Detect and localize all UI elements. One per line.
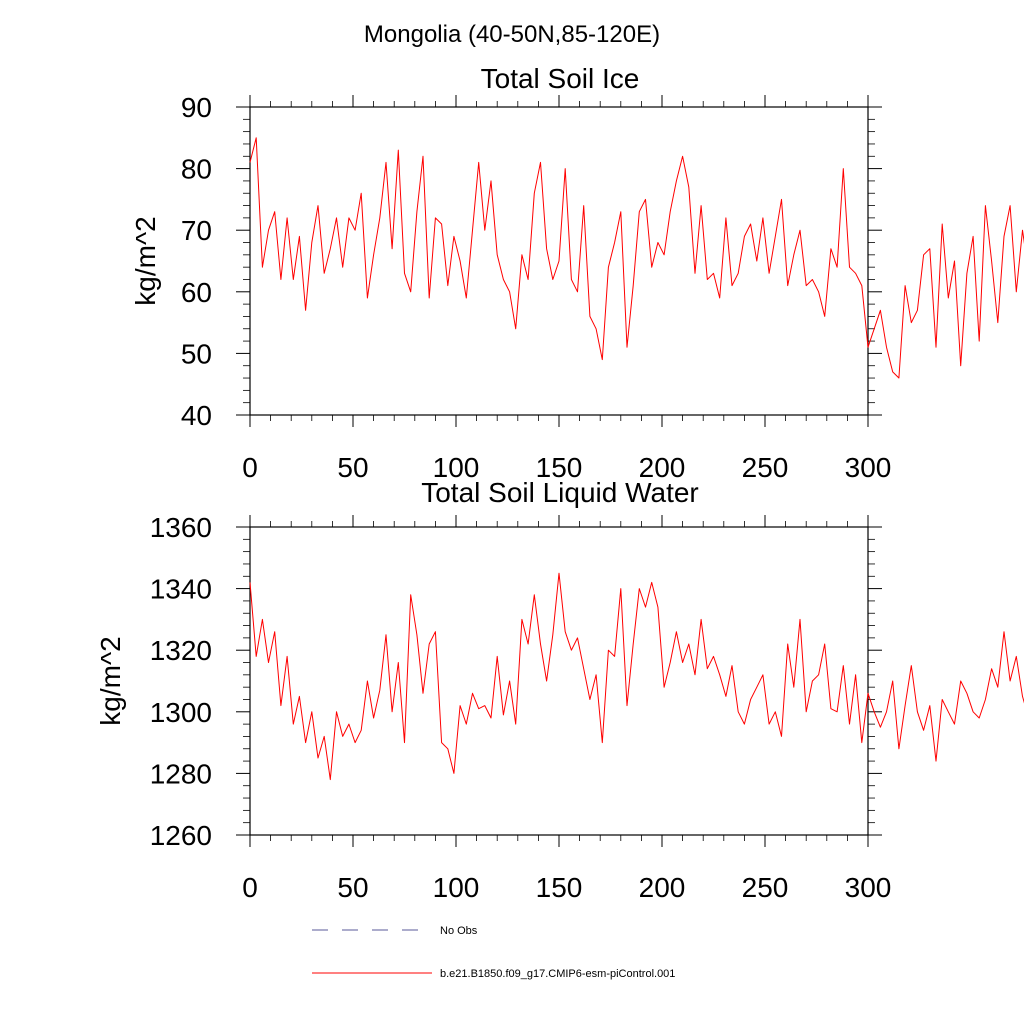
y-axis-label: kg/m^2 [95,636,126,725]
panel-title: Total Soil Ice [481,63,640,94]
x-tick-label: 50 [337,872,368,903]
series-line-0 [249,137,1024,379]
series-group [249,572,1024,781]
axis-ticks: 0 50 100 150 200 250 300 1260 1280 1300 1320 1340 13… [150,512,892,903]
x-tick-label: 150 [536,872,583,903]
panel-total-soil-ice: Total Soil Ice kg/m^2 0 50 100 150 200 250 300… [130,63,1024,483]
figure-title: Mongolia (40-50N,85-120E) [364,21,660,48]
y-tick-label: 1260 [150,820,212,851]
y-tick-label: 1340 [150,574,212,605]
y-tick-label: 1280 [150,758,212,789]
y-tick-label: 90 [181,92,212,123]
x-tick-label: 200 [639,872,686,903]
axis-ticks: 0 50 100 150 200 250 300 40 50 60 70 80 90 [181,92,892,483]
y-tick-label: 60 [181,277,212,308]
y-tick-label: 80 [181,154,212,185]
x-tick-label: 300 [845,452,892,483]
x-tick-label: 250 [742,872,789,903]
legend-label-model-run: b.e21.B1850.f09_g17.CMIP6-esm-piControl.… [440,968,675,980]
y-tick-label: 1320 [150,635,212,666]
x-tick-label: 250 [742,452,789,483]
x-tick-label: 100 [433,452,480,483]
y-tick-label: 40 [181,400,212,431]
x-tick-label: 200 [639,452,686,483]
y-tick-label: 1360 [150,512,212,543]
y-axis-label: kg/m^2 [130,216,161,305]
x-tick-label: 300 [845,872,892,903]
series-line-0 [249,572,1024,781]
x-tick-label: 150 [536,452,583,483]
x-tick-label: 50 [337,452,368,483]
panel-title: Total Soil Liquid Water [421,477,699,508]
y-tick-label: 50 [181,338,212,369]
y-tick-label: 70 [181,215,212,246]
x-tick-label: 100 [433,872,480,903]
x-tick-label: 0 [242,452,258,483]
legend-label-no-obs: No Obs [440,925,478,937]
series-group [249,137,1024,379]
x-tick-label: 0 [242,872,258,903]
legend: No Obs b.e21.B1850.f09_g17.CMIP6-esm-piC… [312,925,675,980]
y-tick-label: 1300 [150,697,212,728]
panel-total-soil-liquid-water: Total Soil Liquid Water kg/m^2 0 50 100 150… [95,477,1024,903]
